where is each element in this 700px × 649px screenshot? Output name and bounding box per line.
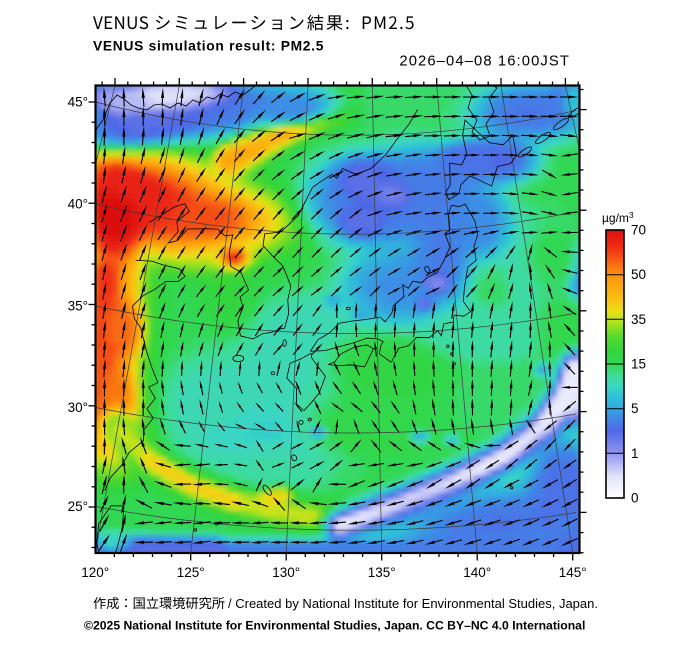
svg-text:/ Created by National Institut: / Created by National Institute for Envi… xyxy=(228,596,598,611)
svg-text:2026–04–08 16:00JST: 2026–04–08 16:00JST xyxy=(399,54,570,70)
svg-text:35: 35 xyxy=(631,312,646,327)
svg-text:135°: 135° xyxy=(368,565,396,580)
svg-text:30°: 30° xyxy=(68,400,88,415)
svg-text:0: 0 xyxy=(631,491,639,506)
svg-text:15: 15 xyxy=(631,357,646,372)
svg-text:35°: 35° xyxy=(68,299,88,314)
svg-text:25°: 25° xyxy=(68,499,88,514)
svg-text:VENUS simulation result: PM2.5: VENUS simulation result: PM2.5 xyxy=(93,39,324,54)
svg-text:50: 50 xyxy=(631,267,646,282)
svg-text:5: 5 xyxy=(631,401,639,416)
svg-text:µg/m3: µg/m3 xyxy=(602,210,634,225)
svg-text:©2025 National Institute for E: ©2025 National Institute for Environment… xyxy=(84,619,585,633)
svg-text:145°: 145° xyxy=(559,565,587,580)
svg-text:120°: 120° xyxy=(81,565,109,580)
svg-text:125°: 125° xyxy=(177,565,205,580)
svg-text:130°: 130° xyxy=(272,565,300,580)
svg-text:45°: 45° xyxy=(68,95,88,110)
svg-text:1: 1 xyxy=(631,446,639,461)
svg-text:70: 70 xyxy=(631,223,646,238)
svg-text:140°: 140° xyxy=(463,565,491,580)
svg-text:40°: 40° xyxy=(68,197,88,212)
